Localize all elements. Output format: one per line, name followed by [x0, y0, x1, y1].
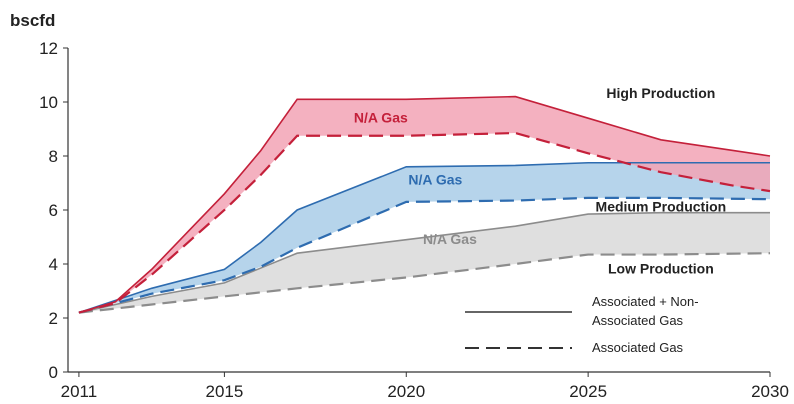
- y-tick-label: 4: [49, 255, 58, 274]
- legend-label-total-line1: Associated + Non-: [592, 294, 699, 309]
- legend-label-total-line2: Associated Gas: [592, 313, 684, 328]
- x-tick-label: 2015: [205, 382, 243, 401]
- y-unit-label: bscfd: [10, 11, 55, 30]
- chart-axes: 0 2 4 6 8 10 12 2011 2015 2020 2025 2030 bscfd: [10, 11, 789, 401]
- high-production-na-gas-label: N/A Gas: [354, 109, 408, 125]
- high-production-associated-line: [78, 131, 771, 314]
- low-production-na-gas-label: N/A Gas: [423, 231, 477, 247]
- chart-legend: Associated + Non- Associated Gas Associate…: [465, 294, 699, 355]
- y-tick-label: 2: [49, 309, 58, 328]
- y-tick-label: 12: [39, 39, 58, 58]
- x-tick-label: 2025: [569, 382, 607, 401]
- low-production-band: [78, 212, 770, 313]
- y-tick-label: 0: [49, 363, 58, 382]
- y-tick-label: 10: [39, 93, 58, 112]
- legend-label-associated: Associated Gas: [592, 340, 684, 355]
- medium-production-na-gas-label: N/A Gas: [408, 171, 462, 187]
- low-production-associated-line: [78, 252, 771, 314]
- low-production-total-line: [78, 211, 770, 314]
- y-tick-label: 8: [49, 147, 58, 166]
- x-tick-label: 2011: [61, 382, 98, 401]
- chart-bands: [78, 96, 770, 313]
- y-tick-label: 6: [49, 201, 58, 220]
- low-production-label: Low Production: [608, 260, 714, 276]
- x-tick-label: 2020: [387, 382, 425, 401]
- chart-labels: N/A Gas N/A Gas N/A Gas High Production Medi…: [354, 85, 726, 277]
- high-production-label: High Production: [606, 85, 715, 101]
- chart-lines: [78, 95, 771, 314]
- medium-production-label: Medium Production: [596, 198, 727, 214]
- x-tick-label: 2030: [751, 382, 789, 401]
- medium-production-associated-line: [78, 196, 771, 314]
- high-production-total-line: [78, 95, 771, 314]
- high-production-band: [78, 96, 770, 313]
